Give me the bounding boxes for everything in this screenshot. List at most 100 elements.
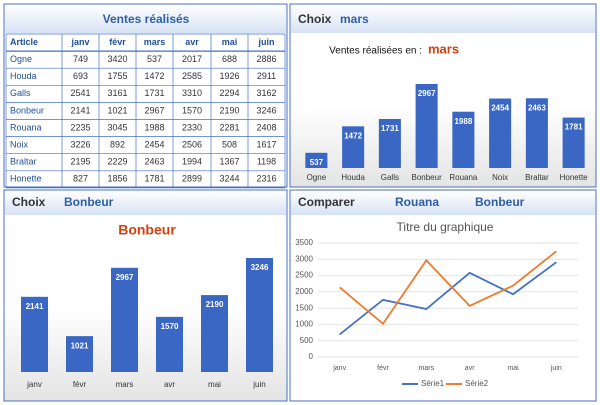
chart-title: Ventes réalisées en : [329, 46, 422, 57]
line-series [339, 261, 557, 336]
table-cell: 1755 [107, 71, 127, 81]
column-header: févr [109, 37, 126, 47]
table-cell: 1198 [257, 157, 276, 167]
row-header: Bonbeur [10, 105, 44, 115]
row-header: Galls [10, 88, 31, 98]
value-label: 3246 [251, 263, 269, 272]
row-header: Noix [10, 140, 29, 150]
value-label: 1472 [344, 131, 362, 140]
y-tick-label: 1500 [295, 303, 313, 312]
table-cell: 2899 [182, 174, 202, 184]
column-header: juin [258, 37, 275, 47]
table-cell: 2541 [70, 88, 90, 98]
table-cell: 508 [222, 140, 237, 150]
value-label: 2454 [491, 104, 509, 113]
line-series [339, 250, 557, 326]
table-cell: 2195 [70, 157, 90, 167]
bar [246, 258, 273, 372]
compare-value: Bonbeur [475, 195, 525, 209]
x-tick-label: avr [465, 365, 475, 372]
x-tick-label: mars [116, 380, 134, 389]
x-tick-label: juin [252, 380, 265, 389]
x-tick-label: févr [73, 380, 87, 389]
header-bar [5, 5, 286, 33]
table-cell: 537 [147, 54, 162, 64]
bar [201, 295, 228, 372]
column-header: mai [222, 37, 238, 47]
table-cell: 3161 [107, 88, 127, 98]
x-tick-label: Houda [341, 173, 365, 182]
table-cell: 1570 [182, 105, 202, 115]
header-bar [5, 191, 286, 215]
x-tick-label: Noix [492, 173, 508, 182]
x-tick-label: janv [26, 380, 42, 389]
x-tick-label: Braltar [525, 173, 549, 182]
table-cell: 1926 [219, 71, 239, 81]
choice-label: Choix [12, 195, 46, 209]
x-tick-label: mai [507, 365, 519, 372]
bar [305, 152, 328, 168]
table-cell: 2911 [257, 71, 276, 81]
column-header: mars [144, 37, 166, 47]
table-cell: 1617 [256, 140, 276, 150]
table-cell: 3246 [256, 105, 276, 115]
bar [415, 84, 438, 168]
legend-label: Série1 [421, 379, 445, 388]
bar [378, 118, 401, 168]
chart-title: Titre du graphique [397, 220, 494, 234]
bar [452, 111, 475, 168]
table-cell: 2506 [182, 140, 202, 150]
table-cell: 3420 [107, 54, 127, 64]
column-header: avr [185, 37, 199, 47]
table-cell: 1856 [107, 174, 127, 184]
value-label: 537 [310, 158, 324, 167]
bar [111, 267, 138, 372]
value-label: 1021 [71, 341, 89, 350]
table-cell: 2141 [70, 105, 90, 115]
x-tick-label: Honette [560, 173, 589, 182]
table-panel [3, 3, 288, 188]
table-cell: 3226 [70, 140, 90, 150]
table-cell: 827 [73, 174, 88, 184]
bar [66, 336, 93, 372]
x-tick-label: Bonbeur [412, 173, 443, 182]
value-label: 1731 [381, 124, 399, 133]
value-label: 1781 [565, 123, 583, 132]
table-cell: 2330 [182, 122, 202, 132]
y-tick-label: 500 [300, 336, 314, 345]
y-tick-label: 0 [309, 352, 314, 361]
y-tick-label: 2000 [295, 287, 313, 296]
x-tick-label: avr [164, 380, 175, 389]
table-cell: 2281 [219, 122, 239, 132]
y-tick-label: 2500 [295, 271, 313, 280]
bar [525, 98, 548, 168]
table-cell: 2585 [182, 71, 202, 81]
value-label: 1570 [161, 322, 179, 331]
x-tick-label: Ogne [307, 173, 327, 182]
table-cell: 1781 [144, 174, 164, 184]
value-label: 1988 [454, 117, 472, 126]
value-label: 2967 [418, 89, 436, 98]
table-cell: 2463 [144, 157, 164, 167]
table-cell: 1994 [182, 157, 202, 167]
row-header: Houda [10, 71, 37, 81]
legend-label: Série2 [465, 379, 489, 388]
column-header: janv [70, 37, 89, 47]
compare-label: Comparer [298, 195, 355, 209]
choice-value: mars [340, 12, 369, 26]
table-cell: 2229 [107, 157, 127, 167]
table-cell: 3162 [256, 88, 276, 98]
header-bar [291, 5, 595, 33]
y-tick-label: 3000 [295, 254, 313, 263]
table-cell: 1731 [144, 88, 164, 98]
table-cell: 2967 [144, 105, 164, 115]
row-header: Braltar [10, 157, 37, 167]
row-header: Rouana [10, 122, 42, 132]
x-tick-label: févr [377, 365, 389, 372]
compare-value: Rouana [395, 195, 439, 209]
x-tick-label: juin [550, 365, 562, 372]
header-bar [291, 191, 595, 215]
table-title: Ventes réalisés [103, 12, 190, 26]
table-cell: 3244 [219, 174, 239, 184]
